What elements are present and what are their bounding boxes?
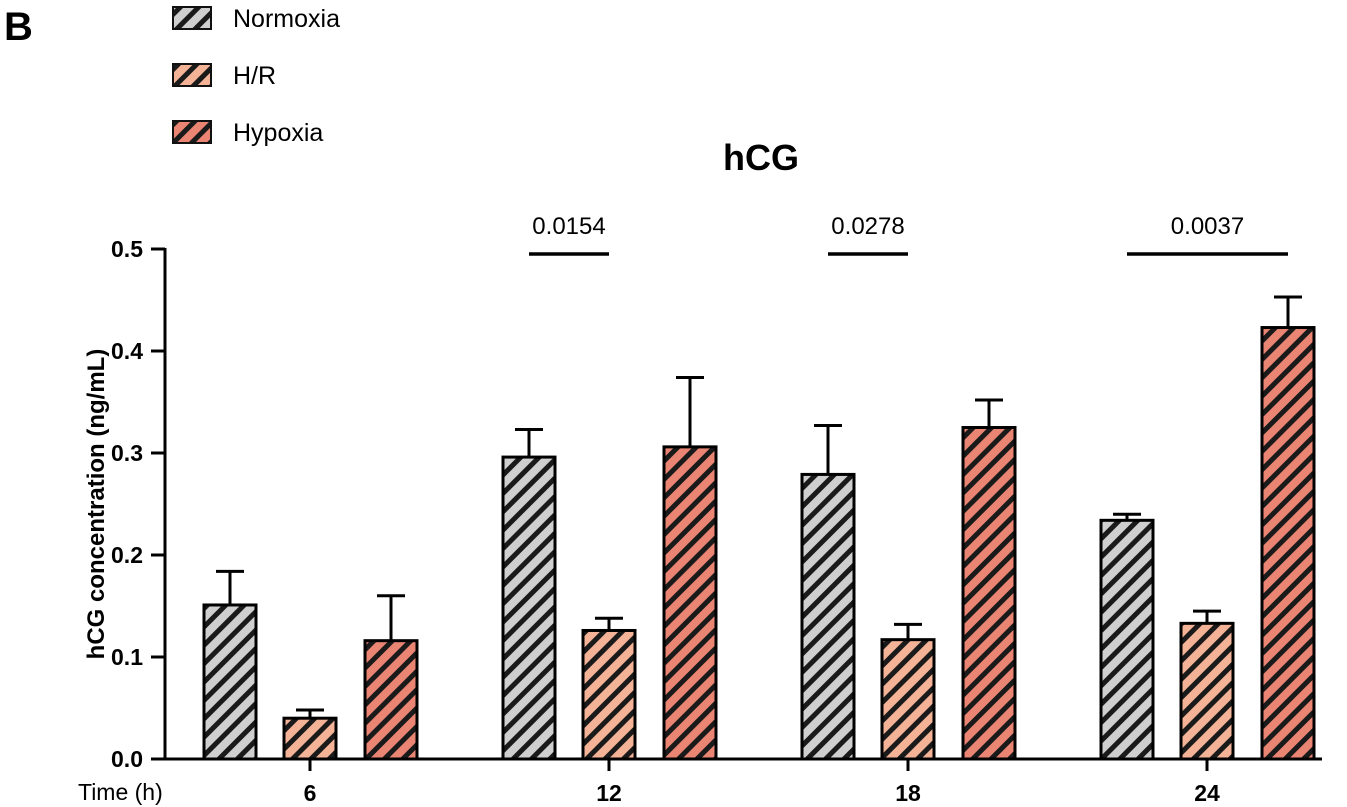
x-tick-label: 24 bbox=[1194, 780, 1220, 806]
legend: Normoxia H/R Hypoxia bbox=[172, 5, 340, 147]
panel-label: B bbox=[4, 5, 33, 49]
legend-label: Normoxia bbox=[233, 5, 340, 33]
legend-swatch-hypoxia bbox=[172, 120, 212, 144]
bar-h-r-6 bbox=[282, 716, 338, 761]
bar-normoxia-12 bbox=[501, 455, 557, 761]
bar-hypoxia-24 bbox=[1260, 326, 1316, 761]
y-axis-label: hCG concentration (ng/mL) bbox=[83, 349, 110, 660]
chart-title: hCG bbox=[723, 137, 799, 178]
error-bars bbox=[216, 295, 1302, 719]
p-value-label: 0.0037 bbox=[1171, 213, 1244, 240]
y-tick-label: 0.2 bbox=[111, 542, 143, 568]
bar-normoxia-24 bbox=[1099, 518, 1155, 761]
x-tick-label: 18 bbox=[895, 780, 921, 806]
y-tick-label: 0.5 bbox=[111, 236, 143, 262]
bar-hypoxia-18 bbox=[961, 426, 1017, 761]
bar-h-r-18 bbox=[880, 638, 936, 761]
p-value-label: 0.0278 bbox=[831, 213, 904, 240]
legend-label: Hypoxia bbox=[233, 119, 323, 147]
x-tick-label: 12 bbox=[596, 780, 622, 806]
bar-h-r-24 bbox=[1179, 621, 1235, 761]
bar-h-r-12 bbox=[581, 628, 637, 761]
y-tick-label: 0.4 bbox=[111, 338, 143, 364]
y-tick-label: 0.0 bbox=[111, 746, 143, 772]
legend-swatch-normoxia bbox=[172, 6, 212, 30]
legend-swatch-h-r bbox=[172, 63, 212, 87]
bar-hypoxia-12 bbox=[662, 445, 718, 761]
x-tick-label: 6 bbox=[304, 780, 317, 806]
bar-hypoxia-6 bbox=[363, 639, 419, 761]
bar-normoxia-18 bbox=[800, 472, 856, 761]
bars bbox=[202, 326, 1316, 761]
x-axis-label: Time (h) bbox=[78, 779, 163, 805]
axes: 0.0 0.1 0.2 0.3 0.4 0.5 6 12 18 24 bbox=[111, 236, 1322, 806]
significance-annotations: 0.0154 0.0278 0.0037 bbox=[529, 213, 1288, 256]
legend-label: H/R bbox=[233, 62, 276, 90]
y-tick-label: 0.3 bbox=[111, 440, 143, 466]
p-value-label: 0.0154 bbox=[532, 213, 605, 240]
y-tick-label: 0.1 bbox=[111, 644, 143, 670]
bar-normoxia-6 bbox=[202, 603, 258, 761]
